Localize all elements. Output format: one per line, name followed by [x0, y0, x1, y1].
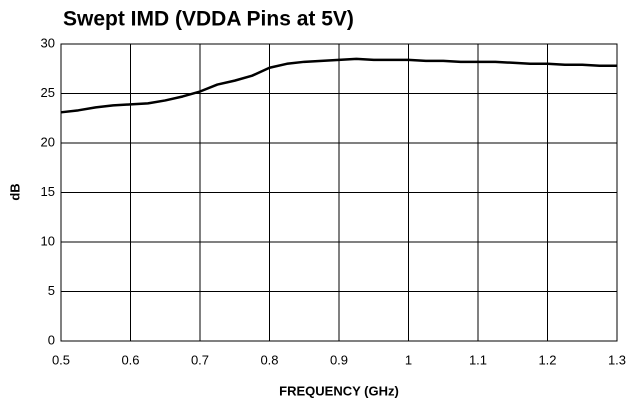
x-tick-label: 0.8	[260, 352, 278, 367]
x-tick-label: 0.5	[52, 352, 70, 367]
data-line	[60, 57, 617, 114]
y-tick-label: 25	[41, 85, 55, 100]
x-tick-label: 1.1	[469, 352, 487, 367]
x-tick-label: 1.3	[608, 352, 626, 367]
x-tick-label: 0.6	[121, 352, 139, 367]
x-tick-label: 0.9	[330, 352, 348, 367]
y-tick-label: 0	[48, 332, 55, 347]
y-tick-label: 5	[48, 283, 55, 298]
y-tick-label: 30	[41, 35, 55, 50]
x-tick-label: 1.2	[538, 352, 556, 367]
x-tick-label: 0.7	[191, 352, 209, 367]
y-axis-label: dB	[7, 183, 22, 200]
y-tick-label: 15	[41, 184, 55, 199]
x-tick-label: 1	[405, 352, 412, 367]
y-tick-label: 20	[41, 134, 55, 149]
chart-title: Swept IMD (VDDA Pins at 5V)	[63, 8, 354, 31]
x-axis-label: FREQUENCY (GHz)	[279, 383, 399, 398]
y-tick-label: 10	[41, 233, 55, 248]
plot-frame	[60, 43, 618, 342]
